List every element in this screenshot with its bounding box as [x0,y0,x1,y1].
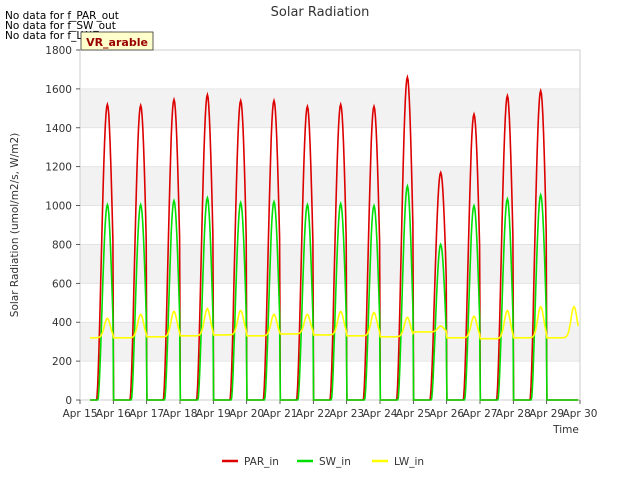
legend-label-sw-in: SW_in [319,456,351,468]
x-tick-label: Apr 29 [529,408,564,420]
x-tick-label: Apr 20 [229,408,264,420]
y-tick-label: 0 [65,395,72,407]
chart-title: Solar Radiation [271,5,370,20]
y-axis-label: Solar Radiation (umol/m2/s, W/m2) [9,133,21,317]
background-band [80,166,580,206]
x-tick-label: Apr 15 [63,408,98,420]
x-tick-label: Apr 17 [129,408,164,420]
legend-label-par-in: PAR_in [244,456,279,468]
x-tick-label: Apr 23 [329,408,364,420]
no-data-note-sw: No data for f_SW_out [5,20,116,32]
x-tick-label: Apr 28 [496,408,531,420]
x-tick-label: Apr 24 [363,408,398,420]
background-band [80,322,580,362]
no-data-note-par: No data for f_PAR_out [5,10,119,22]
background-band [80,205,580,245]
series-line-lw-in [90,305,579,340]
y-tick-label: 1000 [45,201,72,213]
background-band [80,50,580,89]
x-tick-label: Apr 16 [96,408,131,420]
x-tick-label: Apr 25 [396,408,431,420]
site-label-box: VR_arable [80,31,154,51]
x-tick-label: Apr 22 [296,408,331,420]
background-band [80,127,580,167]
x-tick-label: Apr 19 [196,408,231,420]
y-tick-label: 200 [52,356,72,368]
background-band [80,88,580,128]
background-band [80,244,580,284]
x-tick-label: Apr 30 [563,408,598,420]
series-line-par-in [90,74,579,401]
plot-background-bands [80,50,580,401]
legend-label-lw-in: LW_in [394,456,424,468]
data-series [90,74,579,401]
x-tick-label: Apr 26 [429,408,464,420]
x-tick-label: Apr 21 [263,408,298,420]
y-tick-label: 1800 [45,45,72,57]
y-axis: 0 200 400 600 800 1000 1200 1400 1600 1800 [45,45,80,407]
y-tick-label: 800 [52,239,72,251]
x-tick-label: Apr 27 [463,408,498,420]
y-tick-label: 1600 [45,84,72,96]
x-axis-label: Time [552,424,579,436]
x-tick-label: Apr 18 [163,408,198,420]
legend: PAR_in SW_in LW_in [222,456,424,468]
y-tick-label: 1400 [45,123,72,135]
background-band [80,283,580,323]
site-label: VR_arable [86,36,148,49]
y-tick-label: 1200 [45,162,72,174]
y-tick-label: 600 [52,278,72,290]
y-tick-label: 400 [52,317,72,329]
series-line-sw-in [90,183,579,401]
